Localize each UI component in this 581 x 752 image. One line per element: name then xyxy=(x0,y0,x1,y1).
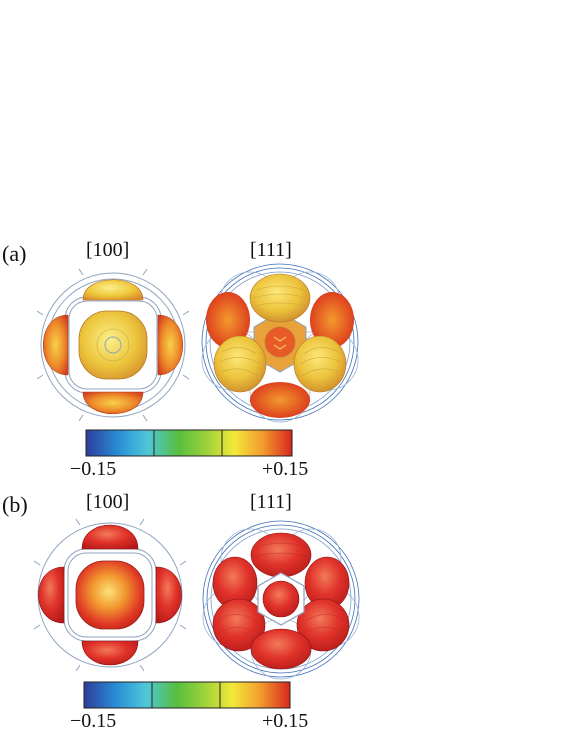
panel-b-100-lobe-top xyxy=(81,524,139,550)
panel-b-111-lobe-lower-left xyxy=(212,598,266,652)
panel-a-100-lobe-top xyxy=(82,279,144,301)
panel-a-colorbar xyxy=(85,429,293,457)
panel-b-111-lobe-bottom xyxy=(250,628,312,670)
panel-a-view-100 xyxy=(36,268,190,422)
panel-a-label: (a) xyxy=(2,241,27,266)
panel-a-111-back-lobe-3 xyxy=(250,382,310,418)
panel-b-100-lobe-bottom xyxy=(81,640,139,666)
panel-a-view-111-label: [111] xyxy=(250,239,292,261)
panel-b-view-111-label: [111] xyxy=(250,491,292,513)
panel-b-label: (b) xyxy=(2,492,28,517)
panel-a-100-lobe-bottom xyxy=(82,391,144,414)
panel-b-111-center-sphere xyxy=(262,580,300,618)
panel-b-colorbar-min-label: −0.15 xyxy=(70,710,117,732)
panel-b-100-lobe-left xyxy=(38,566,65,624)
panel-a-111-back-lobe-1 xyxy=(206,292,250,348)
panel-a-colorbar-max-label: +0.15 xyxy=(262,458,309,480)
panel-b-colorbar-max-label: +0.15 xyxy=(262,710,309,732)
panel-a-colorbar-min-label: −0.15 xyxy=(70,458,117,480)
panel-a-100-center-lobe xyxy=(78,310,148,380)
panel-a-100-lobe-left xyxy=(42,314,69,376)
panel-b-view-111 xyxy=(202,520,360,680)
panel-a-111-front-lobe-top xyxy=(249,273,311,323)
panel-b-111-lobe-lower-right xyxy=(296,598,350,652)
panel-a-view-100-label: [100] xyxy=(86,239,130,261)
panel-b-100-center-lobe xyxy=(75,560,145,630)
panel-b-111-lobe-top xyxy=(250,532,312,578)
panel-a-111-back-lobe-2 xyxy=(310,292,354,348)
panel-a-view-111 xyxy=(201,263,359,423)
panel-b-view-100 xyxy=(33,518,187,672)
panel-a-111-front-lobe-left xyxy=(213,335,267,393)
panel-a-100-lobe-right xyxy=(157,314,184,376)
panel-a-111-center-sphere xyxy=(264,326,296,358)
panel-b-view-100-label: [100] xyxy=(86,491,130,513)
panel-b-colorbar xyxy=(83,681,291,709)
panel-b-100-lobe-right xyxy=(155,566,182,624)
panel-a-111-front-lobe-right xyxy=(293,335,347,393)
